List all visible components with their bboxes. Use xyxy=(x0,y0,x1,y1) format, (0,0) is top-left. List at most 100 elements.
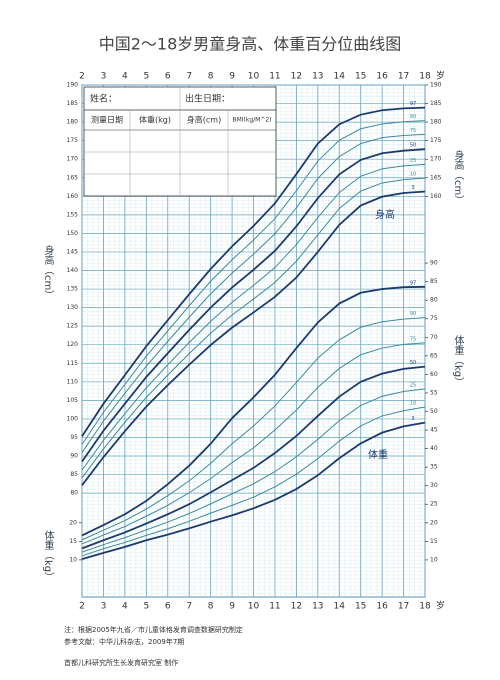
y-tick-label-right: 170 xyxy=(430,156,442,163)
y2-tick-label-right: 85 xyxy=(430,278,438,285)
x-tick-label: 12 xyxy=(291,72,302,82)
x-tick-label: 4 xyxy=(122,72,128,82)
y2-tick-label-right: 50 xyxy=(430,408,438,415)
y-tick-label: 190 xyxy=(67,82,79,89)
x-unit: 岁 xyxy=(436,600,445,612)
y2-tick-label-right: 35 xyxy=(430,464,438,471)
percentile-line xyxy=(81,342,426,545)
x-tick-label: 3 xyxy=(101,602,107,612)
y2-tick-label-right: 45 xyxy=(430,427,438,434)
x-tick-label: 16 xyxy=(376,72,388,82)
y-tick-label-right: 185 xyxy=(430,100,442,107)
x-tick-label: 17 xyxy=(398,72,409,82)
percentile-label: 50 xyxy=(410,360,416,366)
percentile-line xyxy=(81,133,426,453)
y2-tick-label-right: 60 xyxy=(430,371,438,378)
percentile-line xyxy=(81,285,426,537)
percentile-label: 3 xyxy=(411,416,414,422)
y-tick-label-right: 175 xyxy=(430,137,442,144)
y-tick-label: 105 xyxy=(67,397,79,404)
x-tick-label: 18 xyxy=(419,72,431,82)
x-tick-label: 16 xyxy=(376,602,388,612)
x-tick-label: 17 xyxy=(398,602,409,612)
y-tick-label: 185 xyxy=(67,100,79,107)
percentile-label: 97 xyxy=(410,101,416,107)
x-unit: 岁 xyxy=(436,70,445,82)
percentile-label: 75 xyxy=(410,336,416,342)
y-tick-label: 135 xyxy=(67,286,79,293)
y-tick-label-right: 190 xyxy=(430,82,442,89)
x-tick-label: 18 xyxy=(419,602,431,612)
x-tick-label: 12 xyxy=(291,602,302,612)
y2-tick-label-right: 25 xyxy=(430,501,438,508)
y2-axis-title: 体重（kg） xyxy=(42,530,54,582)
note: 注：根据2005年九省／市儿童体格发育调查数据研究制定 xyxy=(64,625,243,634)
maker: 首都儿科研究所生长发育研究室 制作 xyxy=(64,658,178,667)
y-tick-label: 120 xyxy=(67,341,79,348)
x-tick-label: 14 xyxy=(334,72,346,82)
x-tick-label: 3 xyxy=(101,72,107,82)
y-tick-label: 125 xyxy=(67,323,79,330)
percentile-label: 10 xyxy=(410,401,416,407)
x-tick-label: 15 xyxy=(355,72,366,82)
height-label: 身高 xyxy=(375,208,395,221)
y-tick-label: 170 xyxy=(67,156,79,163)
y2-tick-label-right: 30 xyxy=(430,482,438,489)
percentile-label: 3 xyxy=(411,185,414,191)
y2-tick-label-right: 80 xyxy=(430,297,438,304)
percentile-label: 50 xyxy=(410,143,416,149)
y-tick-label: 175 xyxy=(67,137,79,144)
x-tick-label: 5 xyxy=(143,602,149,612)
percentile-label: 25 xyxy=(410,158,416,164)
y2-tick-label-right: 75 xyxy=(430,315,438,322)
y-tick-label: 130 xyxy=(67,304,79,311)
x-tick-label: 15 xyxy=(355,602,366,612)
x-tick-label: 7 xyxy=(186,602,192,612)
x-tick-label: 2 xyxy=(79,602,85,612)
y2-tick-label-right: 70 xyxy=(430,334,438,341)
y-tick-label: 165 xyxy=(67,174,79,181)
x-tick-label: 7 xyxy=(186,72,192,82)
y-tick-label-right: 180 xyxy=(430,119,442,126)
chart-title: 中国2～18岁男童身高、体重百分位曲线图 xyxy=(99,35,402,54)
y-tick-label: 180 xyxy=(67,119,79,126)
percentile-line xyxy=(81,177,426,479)
y2-tick-label-right: 20 xyxy=(430,519,438,526)
y-tick-label: 140 xyxy=(67,267,79,274)
x-tick-label: 6 xyxy=(165,72,171,82)
x-tick-label: 9 xyxy=(229,602,235,612)
y2-axis-title-right: 体重（kg） xyxy=(452,335,464,387)
percentile-line xyxy=(81,148,426,463)
y2-tick-label-right: 15 xyxy=(430,538,438,545)
info-table: 姓名： 出生日期： 测量日期 体重(kg) 身高(cm) BMI(kg/M^2) xyxy=(83,86,277,197)
x-tick-label: 13 xyxy=(312,602,323,612)
percentile-label: 25 xyxy=(410,382,416,388)
x-tick-label: 9 xyxy=(229,72,235,82)
y2-tick-label-right: 90 xyxy=(430,260,438,267)
x-tick-label: 2 xyxy=(79,72,85,82)
y-tick-label: 160 xyxy=(67,193,79,200)
y-tick-label: 145 xyxy=(67,248,79,255)
column-header: 体重(kg) xyxy=(139,115,171,125)
y-tick-label: 155 xyxy=(67,211,79,218)
y2-tick-label-right: 55 xyxy=(430,389,438,396)
x-tick-label: 8 xyxy=(208,72,214,82)
y-tick-label: 115 xyxy=(67,360,79,367)
y-tick-label: 150 xyxy=(67,230,79,237)
percentile-label: 90 xyxy=(410,311,416,317)
percentile-line xyxy=(81,163,426,471)
x-tick-label: 10 xyxy=(248,72,260,82)
y-tick-label: 80 xyxy=(70,490,78,497)
percentile-label: 97 xyxy=(410,280,416,286)
x-tick-label: 13 xyxy=(312,72,323,82)
birth-label: 出生日期： xyxy=(185,93,230,105)
y2-tick-label: 15 xyxy=(69,538,77,545)
note: 参考文献：中华儿科杂志，2009年7期 xyxy=(64,637,184,646)
column-header: 测量日期 xyxy=(91,116,123,125)
y-tick-label: 100 xyxy=(67,415,79,422)
percentile-line xyxy=(81,120,426,445)
y-axis-title: 身高（cm） xyxy=(42,244,54,300)
percentile-line xyxy=(81,388,426,553)
x-tick-label: 10 xyxy=(248,602,260,612)
